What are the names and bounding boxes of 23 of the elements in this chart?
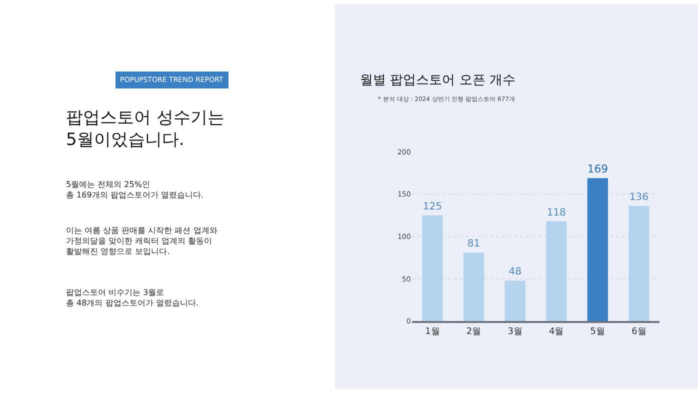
bar	[463, 252, 484, 322]
text: 이는 여름 상품 판매를 시작한 패션 업계와 가정의달을 맞이한 캐릭터 업계의 활동이 활발해진 영향으로 보입니다.	[66, 226, 218, 256]
data-label: 136	[629, 192, 649, 204]
x-tick-label: 6월	[632, 326, 646, 337]
text: 팝업스토어 성수기는 5월이었습니다.	[66, 108, 224, 150]
data-label: 48	[508, 266, 522, 278]
x-tick-label: 2월	[466, 326, 482, 337]
bar	[587, 178, 608, 322]
data-label: 118	[546, 207, 566, 218]
text: 5월에는 전체의 25%인 총 169개의 팝업스토어가 열렸습니다.	[66, 180, 204, 200]
bar	[628, 206, 650, 322]
bar	[422, 215, 443, 322]
data-label: 125	[422, 201, 442, 212]
x-tick-label: 1월	[425, 326, 440, 337]
bar	[504, 280, 526, 322]
data-label: 169	[587, 162, 608, 176]
bar	[546, 221, 567, 322]
data-label: 81	[467, 238, 480, 250]
chart-title: 월별 팝업스토어 오픈 개수	[360, 73, 516, 88]
x-tick-label: 3월	[508, 326, 522, 337]
x-tick-label: 5월	[590, 326, 606, 337]
text: 팝업스토어 비수기는 3월로 총 48개의 팝업스토어가 열렸습니다.	[66, 288, 198, 308]
x-tick-label: 4월	[548, 326, 564, 337]
